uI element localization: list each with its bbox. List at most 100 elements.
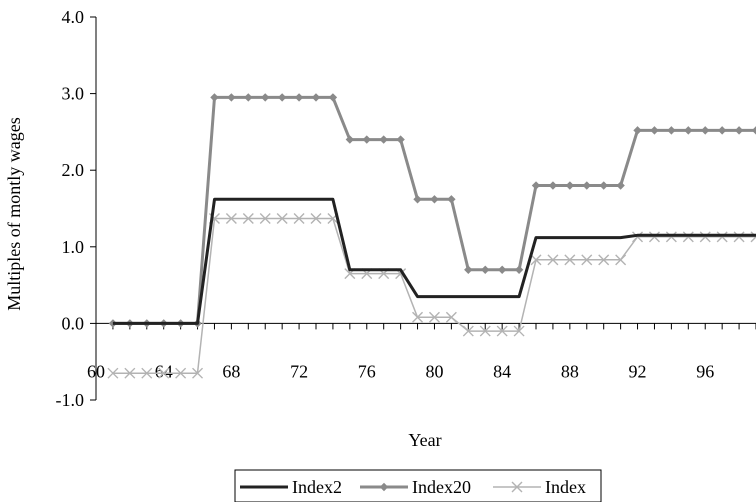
series-line (112, 197, 756, 325)
data-point (261, 93, 270, 102)
x-tick-labels: 60 64 68 72 76 80 84 88 92 96 (87, 361, 714, 381)
x-tick-label: 80 (425, 361, 443, 381)
data-point (447, 195, 456, 204)
y-tick-labels: -1.0 0.0 1.0 2.0 3.0 4.0 (56, 7, 85, 410)
data-point (259, 212, 271, 224)
data-point (650, 126, 659, 135)
series-line (112, 95, 756, 325)
data-point (682, 231, 694, 243)
x-tick-label: 96 (696, 361, 714, 381)
data-point (564, 254, 576, 266)
data-point (750, 231, 756, 243)
data-point (633, 126, 642, 135)
data-point (667, 126, 676, 135)
x-tick-label: 60 (87, 361, 105, 381)
data-point (582, 181, 591, 190)
y-tick-label: 2.0 (62, 160, 85, 180)
data-point (616, 181, 625, 190)
data-point (733, 231, 745, 243)
data-point (244, 93, 253, 102)
data-point (124, 367, 136, 379)
data-point (511, 481, 523, 493)
data-point (379, 482, 389, 492)
series-index20 (108, 93, 756, 328)
data-point (277, 93, 287, 102)
data-point (210, 93, 219, 102)
data-point (293, 212, 305, 224)
data-point (648, 231, 660, 243)
legend-box (234, 469, 602, 502)
x-tick-label: 92 (629, 361, 647, 381)
data-point (192, 367, 204, 379)
data-point (716, 231, 728, 243)
data-point (599, 181, 608, 190)
data-point (684, 126, 693, 135)
data-point (141, 367, 153, 379)
legend-label: Index20 (412, 477, 471, 497)
data-point (242, 212, 254, 224)
y-tick-label: 1.0 (62, 237, 85, 257)
data-point (547, 254, 559, 266)
legend-item: Index20 (360, 477, 471, 497)
data-point (225, 212, 237, 224)
x-tick-label: 84 (493, 361, 511, 381)
data-point (514, 265, 524, 274)
data-point (158, 367, 170, 379)
x-tick-label: 88 (561, 361, 579, 381)
data-point (311, 93, 321, 102)
data-point (598, 254, 610, 266)
data-point (496, 325, 508, 337)
data-point (107, 367, 119, 379)
data-point (227, 93, 236, 102)
data-point (430, 195, 439, 204)
data-point (632, 231, 644, 243)
data-point (581, 254, 593, 266)
data-point (701, 126, 710, 135)
data-point (413, 195, 422, 204)
data-point (751, 126, 756, 135)
data-point (328, 93, 338, 102)
data-point (464, 265, 473, 274)
series-layer (107, 93, 756, 379)
data-point (294, 93, 304, 102)
legend-item: Index (493, 477, 586, 497)
data-point (479, 325, 491, 337)
y-tick-label: 4.0 (62, 7, 85, 27)
data-point (497, 265, 507, 274)
data-point (513, 325, 525, 337)
x-tick-label: 72 (290, 361, 308, 381)
data-point (565, 181, 575, 190)
data-point (699, 231, 711, 243)
data-point (428, 311, 440, 323)
data-point (276, 212, 288, 224)
x-tick-label: 64 (155, 361, 173, 381)
x-tick-label: 68 (222, 361, 240, 381)
data-point (548, 181, 558, 190)
y-axis-title: Multiples of montly wages (4, 117, 24, 310)
series-index2 (112, 197, 756, 325)
axes (90, 16, 756, 401)
y-tick-label: 0.0 (62, 313, 85, 333)
data-point (175, 367, 187, 379)
data-point (665, 231, 677, 243)
data-point (717, 126, 727, 135)
data-point (396, 135, 405, 144)
data-point (345, 135, 355, 144)
data-point (362, 135, 371, 144)
data-point (379, 135, 388, 144)
data-point (734, 126, 744, 135)
legend-items: Index2 Index20 Index (240, 477, 586, 497)
legend: Index2 Index20 Index (234, 469, 602, 502)
data-point (310, 212, 322, 224)
x-tick-label: 76 (358, 361, 376, 381)
x-axis-title: Year (408, 430, 441, 450)
y-tick-label: 3.0 (62, 84, 85, 104)
data-point (462, 325, 474, 337)
y-tick-label: -1.0 (56, 390, 85, 410)
legend-label: Index (545, 477, 586, 497)
data-point (481, 265, 490, 274)
data-point (412, 311, 424, 323)
data-point (445, 311, 457, 323)
legend-label: Index2 (292, 477, 342, 497)
